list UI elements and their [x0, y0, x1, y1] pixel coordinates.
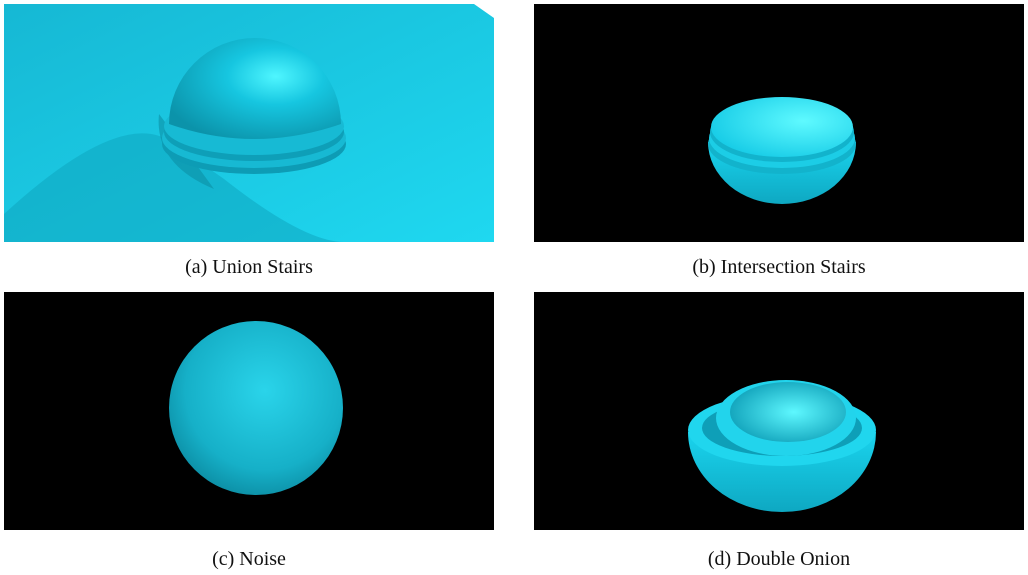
render-union-stairs: [4, 4, 494, 242]
caption: (a) Union Stairs: [4, 256, 494, 279]
render-intersection-stairs: [534, 4, 1024, 242]
caption: (c) Noise: [4, 548, 494, 571]
render-noise: [4, 292, 494, 530]
figure-page: (a) Union Stairs (b) Intersection Stairs…: [0, 0, 1028, 575]
render-double-onion: [534, 292, 1024, 530]
caption: (b) Intersection Stairs: [534, 256, 1024, 279]
caption: (d) Double Onion: [534, 548, 1024, 571]
